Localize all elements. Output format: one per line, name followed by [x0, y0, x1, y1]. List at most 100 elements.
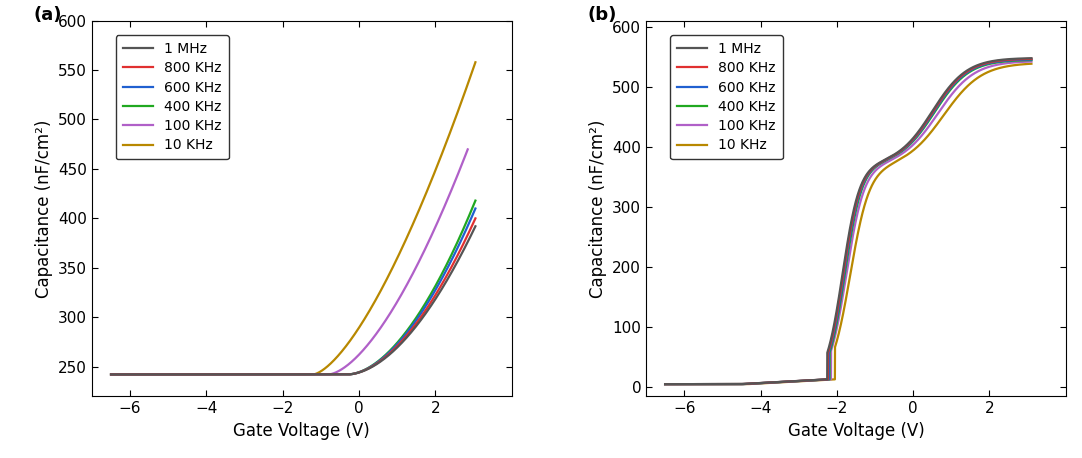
800 KHz [105, 372, 118, 377]
800 KHz [659, 382, 672, 387]
600 KHz [815, 377, 828, 382]
Line: 100 KHz: 100 KHz [665, 61, 1031, 384]
1 MHz [278, 372, 291, 377]
10 KHz [1018, 61, 1031, 67]
Line: 400 KHz: 400 KHz [111, 201, 475, 375]
10 KHz [105, 372, 118, 377]
100 KHz [978, 65, 991, 71]
400 KHz [1025, 57, 1038, 63]
10 KHz [659, 382, 672, 387]
100 KHz [800, 378, 813, 383]
10 KHz [978, 71, 991, 76]
Line: 100 KHz: 100 KHz [111, 149, 467, 375]
Y-axis label: Capacitance (nF/cm²): Capacitance (nF/cm²) [35, 119, 53, 298]
600 KHz [1025, 57, 1038, 62]
Line: 600 KHz: 600 KHz [665, 60, 1031, 384]
1 MHz [213, 372, 226, 377]
400 KHz [659, 382, 672, 387]
600 KHz [158, 372, 171, 377]
Line: 10 KHz: 10 KHz [665, 64, 1031, 384]
X-axis label: Gate Voltage (V): Gate Voltage (V) [788, 421, 924, 440]
1 MHz [800, 378, 813, 383]
Line: 1 MHz: 1 MHz [111, 226, 475, 375]
1 MHz [815, 377, 828, 382]
1 MHz [368, 363, 381, 368]
1 MHz [1025, 55, 1038, 61]
100 KHz [659, 382, 672, 387]
10 KHz [700, 382, 713, 387]
600 KHz [800, 378, 813, 383]
1 MHz [161, 372, 174, 377]
800 KHz [213, 372, 226, 377]
1 MHz [469, 224, 481, 229]
400 KHz [158, 372, 171, 377]
400 KHz [368, 361, 381, 367]
400 KHz [700, 382, 713, 387]
100 KHz [1018, 59, 1031, 65]
100 KHz [354, 351, 367, 356]
Text: (a): (a) [34, 5, 62, 24]
1 MHz [1018, 55, 1031, 61]
10 KHz [1025, 61, 1038, 66]
100 KHz [461, 147, 474, 152]
600 KHz [659, 382, 672, 387]
400 KHz [800, 378, 813, 383]
Line: 10 KHz: 10 KHz [111, 62, 475, 375]
400 KHz [161, 372, 174, 377]
X-axis label: Gate Voltage (V): Gate Voltage (V) [234, 421, 370, 440]
600 KHz [1018, 57, 1031, 62]
600 KHz [700, 382, 713, 387]
Text: (b): (b) [588, 5, 617, 24]
Line: 400 KHz: 400 KHz [665, 60, 1031, 384]
800 KHz [368, 362, 381, 368]
10 KHz [368, 300, 381, 305]
100 KHz [1025, 59, 1038, 64]
100 KHz [105, 372, 118, 377]
400 KHz [978, 62, 991, 68]
10 KHz [722, 382, 735, 387]
600 KHz [469, 206, 481, 211]
Line: 800 KHz: 800 KHz [111, 218, 475, 375]
100 KHz [399, 284, 412, 289]
1 MHz [105, 372, 118, 377]
10 KHz [278, 372, 291, 377]
Legend: 1 MHz, 800 KHz, 600 KHz, 400 KHz, 100 KHz, 10 KHz: 1 MHz, 800 KHz, 600 KHz, 400 KHz, 100 KH… [670, 35, 782, 159]
800 KHz [446, 263, 459, 269]
400 KHz [278, 372, 291, 377]
1 MHz [446, 269, 459, 274]
10 KHz [158, 372, 171, 377]
10 KHz [161, 372, 174, 377]
10 KHz [469, 60, 481, 65]
400 KHz [1018, 58, 1031, 63]
1 MHz [659, 382, 672, 387]
100 KHz [815, 377, 828, 382]
600 KHz [278, 372, 291, 377]
1 MHz [158, 372, 171, 377]
800 KHz [815, 377, 828, 382]
600 KHz [722, 382, 735, 387]
100 KHz [138, 372, 151, 377]
800 KHz [158, 372, 171, 377]
10 KHz [800, 378, 813, 384]
800 KHz [978, 61, 991, 66]
800 KHz [278, 372, 291, 377]
800 KHz [800, 378, 813, 383]
Line: 800 KHz: 800 KHz [665, 59, 1031, 384]
Line: 1 MHz: 1 MHz [665, 58, 1031, 384]
100 KHz [422, 240, 435, 245]
600 KHz [368, 362, 381, 367]
400 KHz [105, 372, 118, 377]
600 KHz [213, 372, 226, 377]
800 KHz [700, 382, 713, 387]
10 KHz [446, 125, 459, 131]
1 MHz [700, 382, 713, 387]
600 KHz [978, 62, 991, 67]
10 KHz [213, 372, 226, 377]
1 MHz [722, 382, 735, 387]
100 KHz [219, 372, 232, 377]
400 KHz [469, 198, 481, 203]
600 KHz [105, 372, 118, 377]
600 KHz [446, 257, 459, 262]
800 KHz [722, 382, 735, 387]
1 MHz [978, 60, 991, 65]
